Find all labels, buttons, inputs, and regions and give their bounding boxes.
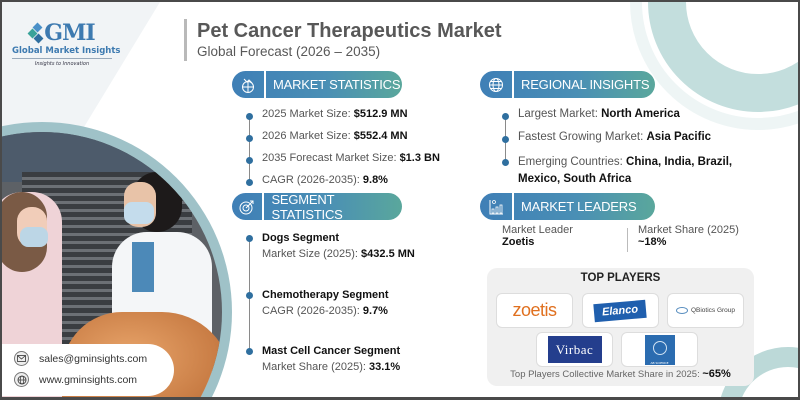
page-title: Pet Cancer Therapeutics Market [197, 20, 502, 42]
contact-box: sales@gminsights.com www.gminsights.com [2, 344, 174, 396]
elanco-logo[interactable]: Elanco [582, 293, 659, 328]
segment-statistics-list: Dogs Segment Market Size (2025): $432.5 M… [246, 230, 476, 375]
leader-chart-icon [480, 193, 514, 220]
globe-chart-icon [232, 71, 266, 98]
region-item: Emerging Countries: China, India, Brazil… [502, 154, 792, 188]
stat-item: 2035 Forecast Market Size: $1.3 BN [246, 152, 466, 174]
logo-mark-text: GMI [44, 20, 95, 46]
web-globe-icon [14, 372, 29, 387]
market-leader: Market Leader Zoetis [502, 224, 573, 248]
contact-website[interactable]: www.gminsights.com [14, 372, 137, 387]
top-players-card: TOP PLAYERS zoetis Elanco QBiotics Group… [487, 268, 754, 386]
market-leaders-heading: MARKET LEADERS [521, 199, 637, 214]
stat-item: CAGR (2026-2035): 9.8% [246, 174, 466, 196]
mail-icon [14, 351, 29, 366]
market-statistics-list: 2025 Market Size: $512.9 MN 2026 Market … [246, 108, 466, 196]
region-item: Fastest Growing Market: Asia Pacific [502, 131, 792, 154]
segment-item: Chemotherapy Segment CAGR (2026-2035): 9.… [246, 287, 476, 343]
regional-insights-list: Largest Market: North America Fastest Gr… [502, 108, 792, 188]
logo-tagline: Insights to Innovation [34, 61, 90, 67]
ab-science-logo[interactable]: AB SCIENCE [621, 332, 698, 367]
regional-insights-heading: REGIONAL INSIGHTS [521, 77, 650, 92]
top-players-heading: TOP PLAYERS [580, 272, 661, 284]
regional-insights-header: REGIONAL INSIGHTS [480, 71, 655, 98]
title-block: Pet Cancer Therapeutics Market Global Fo… [184, 19, 502, 61]
logo-diamond-icon [27, 22, 44, 44]
logo-company-name: Global Market Insights [12, 46, 120, 59]
qbiotics-eye-icon [675, 307, 688, 314]
segment-statistics-header: SEGMENT STATISTICS [232, 191, 402, 222]
region-item: Largest Market: North America [502, 108, 792, 131]
stat-item: 2025 Market Size: $512.9 MN [246, 108, 466, 130]
target-chart-icon [232, 193, 265, 220]
market-statistics-heading: MARKET STATISTICS [273, 77, 401, 92]
leaders-divider [627, 228, 628, 252]
globe-icon [480, 71, 514, 98]
contact-email[interactable]: sales@gminsights.com [14, 351, 147, 366]
market-leaders-info: Market Leader Zoetis Market Share (2025)… [502, 224, 763, 252]
market-leaders-header: MARKET LEADERS [480, 193, 655, 220]
market-statistics-header: MARKET STATISTICS [232, 71, 402, 98]
top-players-share: Top Players Collective Market Share in 2… [510, 368, 731, 380]
qbiotics-logo[interactable]: QBiotics Group [667, 293, 744, 328]
market-share: Market Share (2025) ~18% [638, 224, 739, 248]
email-link[interactable]: sales@gminsights.com [39, 352, 148, 365]
website-link[interactable]: www.gminsights.com [39, 373, 138, 386]
page-subtitle: Global Forecast (2026 – 2035) [197, 44, 381, 59]
segment-item: Mast Cell Cancer Segment Market Share (20… [246, 343, 476, 375]
segment-statistics-heading: SEGMENT STATISTICS [271, 191, 343, 222]
virbac-logo[interactable]: Virbac [536, 332, 613, 367]
segment-item: Dogs Segment Market Size (2025): $432.5 M… [246, 230, 476, 287]
stat-item: 2026 Market Size: $552.4 MN [246, 130, 466, 152]
zoetis-logo[interactable]: zoetis [496, 293, 573, 328]
gmi-logo[interactable]: GMI Global Market Insights Insights to I… [12, 20, 120, 67]
